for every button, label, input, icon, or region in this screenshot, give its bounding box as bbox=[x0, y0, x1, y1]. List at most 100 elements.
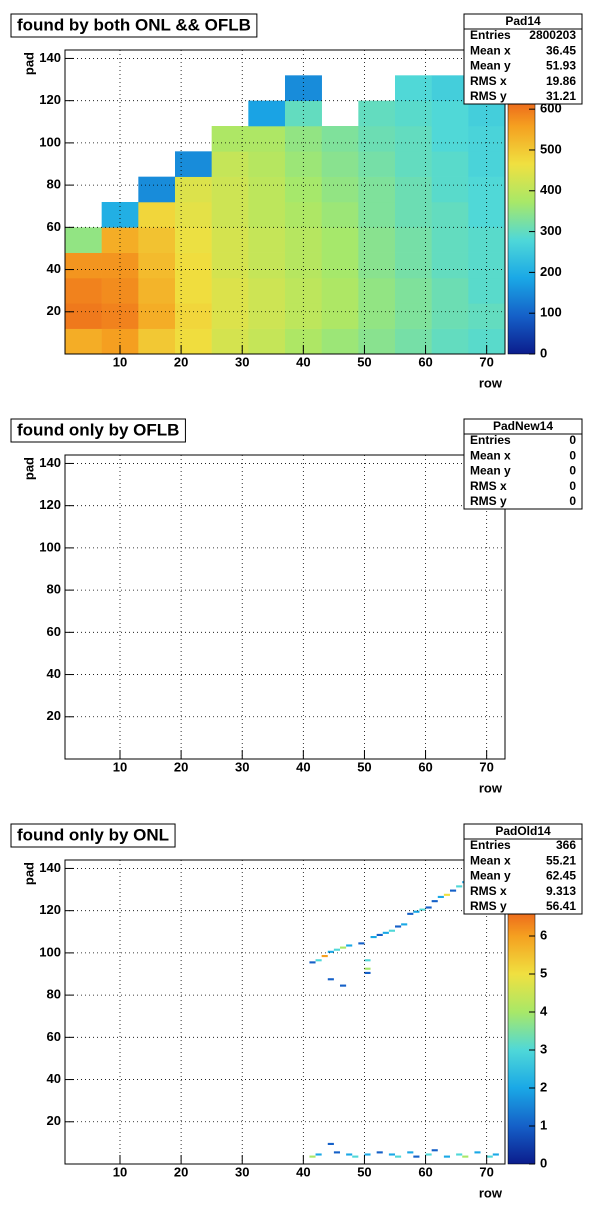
stats-value: 62.45 bbox=[546, 869, 576, 883]
z-tick-label: 300 bbox=[540, 223, 562, 238]
heat-cell bbox=[321, 176, 359, 203]
y-tick-label: 120 bbox=[39, 497, 61, 512]
chart-title: found by both ONL && OFLB bbox=[17, 15, 251, 34]
heat-cell bbox=[65, 328, 102, 355]
y-tick-label: 40 bbox=[47, 666, 61, 681]
stats-label: Mean x bbox=[470, 448, 511, 462]
heat-cell bbox=[248, 328, 286, 355]
heat-cell bbox=[315, 959, 322, 962]
heat-cell bbox=[358, 126, 396, 152]
x-axis-title: row bbox=[479, 780, 503, 795]
heat-cell bbox=[211, 252, 249, 279]
x-tick-label: 50 bbox=[357, 354, 371, 369]
heat-cell bbox=[376, 1151, 383, 1154]
heat-cell bbox=[321, 151, 359, 177]
heat-cell bbox=[285, 75, 322, 101]
heat-cell bbox=[358, 176, 396, 203]
heat-cell bbox=[395, 176, 432, 203]
stats-value: 0 bbox=[569, 433, 576, 447]
stats-value: 56.41 bbox=[546, 899, 576, 913]
z-tick-label: 400 bbox=[540, 182, 562, 197]
heat-cell bbox=[333, 948, 340, 951]
heat-cell bbox=[285, 227, 322, 253]
heat-cell bbox=[364, 967, 371, 970]
heat-cell bbox=[395, 925, 402, 928]
heat-cell bbox=[340, 946, 347, 949]
heat-cell bbox=[211, 227, 249, 253]
heat-cell bbox=[248, 278, 286, 304]
heat-cell bbox=[358, 328, 396, 355]
stats-value: 0 bbox=[569, 464, 576, 478]
heat-cell bbox=[395, 151, 432, 177]
z-tick-label: 6 bbox=[540, 927, 547, 942]
heat-cell bbox=[364, 971, 371, 974]
stats-label: Mean y bbox=[470, 869, 511, 883]
heat-cell bbox=[382, 931, 389, 934]
y-tick-label: 80 bbox=[47, 582, 61, 597]
stats-value: 31.21 bbox=[546, 89, 576, 103]
heat-cell bbox=[309, 961, 316, 964]
heat-cell bbox=[492, 1153, 499, 1156]
z-tick-label: 4 bbox=[540, 1003, 548, 1018]
heat-cell bbox=[138, 252, 176, 279]
x-tick-label: 70 bbox=[479, 354, 493, 369]
heat-cell bbox=[333, 1151, 340, 1154]
y-axis-title: pad bbox=[21, 862, 36, 885]
heat-cell bbox=[395, 1155, 402, 1158]
heat-cell bbox=[358, 942, 365, 945]
heat-cell bbox=[358, 303, 396, 329]
heat-cell bbox=[175, 278, 212, 304]
heat-cell bbox=[413, 910, 420, 913]
x-axis-title: row bbox=[479, 1185, 503, 1200]
heat-cell bbox=[425, 1153, 432, 1156]
stats-label: RMS y bbox=[470, 899, 507, 913]
heat-cell bbox=[248, 303, 286, 329]
heat-cell bbox=[248, 227, 286, 253]
heat-cell bbox=[395, 252, 432, 279]
heat-cell bbox=[175, 328, 212, 355]
stats-label: Entries bbox=[470, 433, 511, 447]
y-tick-label: 120 bbox=[39, 92, 61, 107]
y-tick-label: 20 bbox=[47, 1113, 61, 1128]
heat-cell bbox=[248, 126, 286, 152]
x-axis-title: row bbox=[479, 375, 503, 390]
chart-title: found only by ONL bbox=[17, 825, 169, 844]
x-tick-label: 10 bbox=[113, 759, 127, 774]
heat-cell bbox=[437, 895, 444, 898]
heat-cell bbox=[395, 100, 432, 127]
stats-value: 0 bbox=[569, 494, 576, 508]
stats-label: RMS x bbox=[470, 479, 507, 493]
x-tick-label: 50 bbox=[357, 759, 371, 774]
heat-cell bbox=[450, 889, 457, 892]
plot-frame bbox=[64, 859, 506, 1165]
heat-cell bbox=[327, 1142, 334, 1145]
heat-cell bbox=[443, 1155, 450, 1158]
heat-cell bbox=[138, 202, 176, 228]
plot-frame-bg bbox=[65, 455, 505, 759]
heat-cell bbox=[431, 328, 469, 355]
heat-cell bbox=[65, 303, 102, 329]
heat-cell bbox=[431, 202, 469, 228]
heat-cell bbox=[395, 278, 432, 304]
y-tick-label: 20 bbox=[47, 708, 61, 723]
heat-cell bbox=[175, 227, 212, 253]
z-tick-label: 500 bbox=[540, 141, 562, 156]
heat-cell bbox=[395, 328, 432, 355]
heat-cell bbox=[431, 75, 469, 101]
heat-cell bbox=[358, 100, 396, 127]
heat-cell bbox=[321, 252, 359, 279]
stats-value: 366 bbox=[556, 838, 576, 852]
heat-cell bbox=[138, 328, 176, 355]
y-tick-label: 80 bbox=[47, 177, 61, 192]
z-tick-label: 100 bbox=[540, 305, 562, 320]
title-box bbox=[10, 418, 186, 443]
y-tick-label: 60 bbox=[47, 219, 61, 234]
x-tick-label: 60 bbox=[418, 759, 432, 774]
heat-cell bbox=[211, 303, 249, 329]
stats-label: Mean x bbox=[470, 43, 511, 57]
heat-cell bbox=[211, 151, 249, 177]
heat-cell bbox=[456, 885, 463, 888]
heat-cell bbox=[211, 126, 249, 152]
heat-cell bbox=[248, 151, 286, 177]
title-box bbox=[10, 823, 176, 848]
